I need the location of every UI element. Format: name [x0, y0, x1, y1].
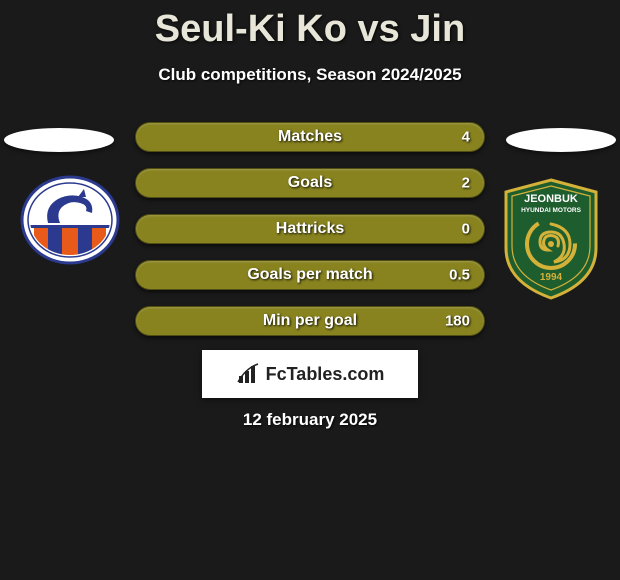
stat-value: 0.5: [449, 267, 470, 284]
date-label: 12 february 2025: [0, 410, 620, 430]
stat-label: Min per goal: [263, 312, 357, 330]
svg-text:JEONBUK: JEONBUK: [524, 193, 578, 205]
brand-text: FcTables.com: [266, 364, 385, 385]
stat-bar: Hattricks 0: [135, 214, 485, 244]
player-marker-right: [506, 128, 616, 152]
bar-chart-icon: [236, 362, 260, 386]
subtitle: Club competitions, Season 2024/2025: [0, 65, 620, 85]
club-logo-right: JEONBUK HYUNDAI MOTORS 1994: [500, 178, 602, 302]
stat-bar: Matches 4: [135, 122, 485, 152]
stat-value: 0: [462, 221, 470, 238]
club-logo-left: [20, 175, 120, 265]
stat-label: Goals per match: [247, 266, 372, 284]
brand-badge[interactable]: FcTables.com: [202, 350, 418, 398]
stat-value: 4: [462, 129, 470, 146]
jeonbuk-icon: JEONBUK HYUNDAI MOTORS 1994: [500, 178, 602, 302]
svg-text:HYUNDAI MOTORS: HYUNDAI MOTORS: [521, 207, 581, 214]
stat-label: Hattricks: [276, 220, 344, 238]
page-title: Seul-Ki Ko vs Jin: [0, 0, 620, 51]
stats-bars: Matches 4 Goals 2 Hattricks 0 Goals per …: [135, 122, 485, 352]
stat-bar: Goals per match 0.5: [135, 260, 485, 290]
gangwon-icon: [20, 175, 120, 265]
player-marker-left: [4, 128, 114, 152]
stat-value: 180: [445, 313, 470, 330]
stat-label: Matches: [278, 128, 342, 146]
stat-bar: Min per goal 180: [135, 306, 485, 336]
stat-label: Goals: [288, 174, 332, 192]
stat-value: 2: [462, 175, 470, 192]
stat-bar: Goals 2: [135, 168, 485, 198]
svg-text:1994: 1994: [540, 272, 563, 283]
